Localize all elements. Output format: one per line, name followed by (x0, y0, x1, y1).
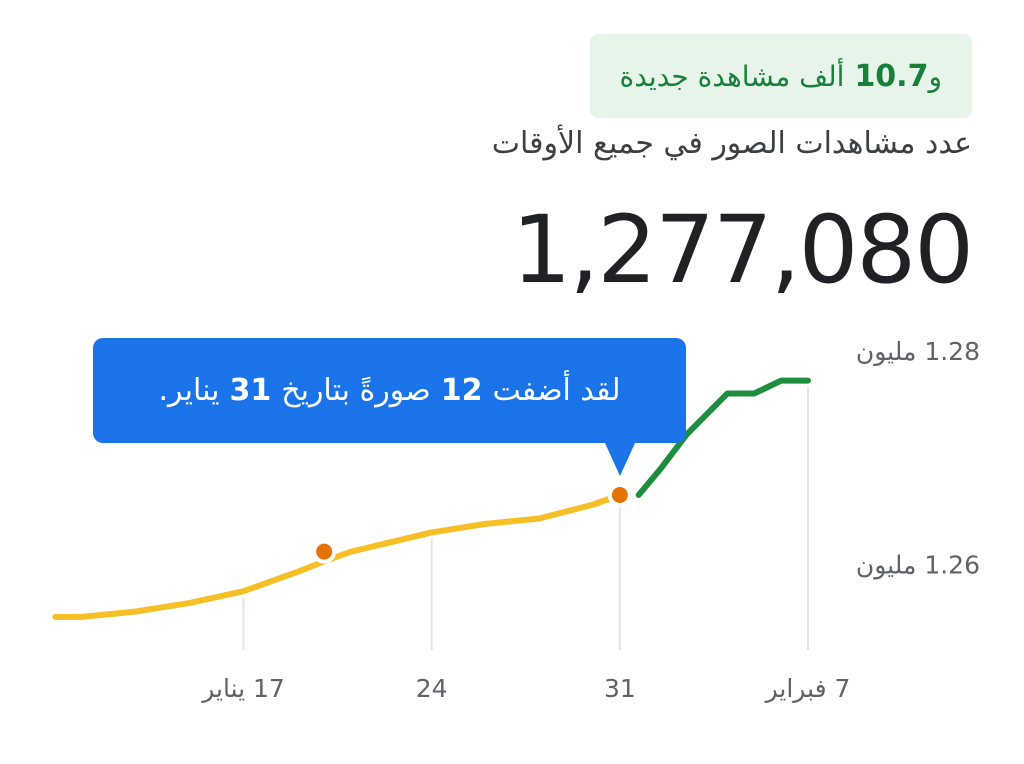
badge-number: 10.7 (854, 58, 929, 94)
new-views-badge: و 10.7 ألف مشاهدة جديدة (589, 34, 972, 118)
photo-added-marker (312, 539, 337, 564)
tooltip-pointer (605, 443, 635, 476)
series-line (635, 377, 811, 498)
tooltip: لقد أضفت 12 صورةً بتاريخ 31 يناير. (93, 338, 686, 443)
x-tick-label: 24 (416, 674, 448, 703)
y-tick-label: 1.26 مليون (856, 551, 980, 580)
tooltip-text: يناير. (158, 373, 220, 408)
tooltip-text: 31 (229, 373, 272, 408)
x-tick-label: 7 فبراير (764, 674, 851, 703)
y-tick-label: 1.28 مليون (856, 337, 980, 366)
tooltip-text: 12 (440, 373, 483, 408)
badge-suffix: ألف مشاهدة جديدة (619, 59, 845, 93)
plot: 17 يناير 24 31 7 فبراير 1.28 مليون 1.26 مليون (52, 337, 980, 703)
series-line (52, 492, 623, 620)
tooltip-text: لقد أضفت (492, 373, 621, 408)
x-tick-label: 17 يناير (200, 674, 285, 703)
subtitle: عدد مشاهدات الصور في جميع الأوقات (491, 126, 972, 161)
total-views: 1,277,080 (511, 196, 974, 305)
badge-prefix: و (928, 59, 942, 93)
x-tick-label: 31 (604, 674, 636, 703)
tooltip-text: صورةً بتاريخ (281, 373, 431, 408)
photo-added-marker (607, 483, 632, 507)
